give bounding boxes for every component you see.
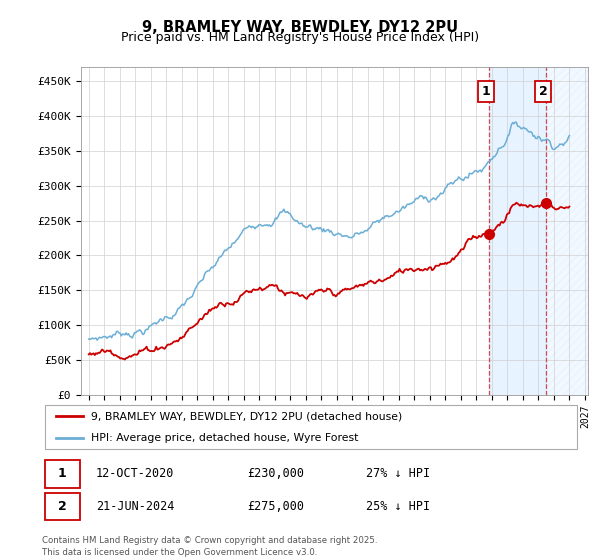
- Text: Contains HM Land Registry data © Crown copyright and database right 2025.
This d: Contains HM Land Registry data © Crown c…: [42, 536, 377, 557]
- Text: 1: 1: [482, 85, 491, 98]
- Text: £275,000: £275,000: [247, 500, 304, 513]
- Bar: [45, 493, 80, 520]
- Text: Price paid vs. HM Land Registry's House Price Index (HPI): Price paid vs. HM Land Registry's House …: [121, 31, 479, 44]
- Text: 9, BRAMLEY WAY, BEWDLEY, DY12 2PU (detached house): 9, BRAMLEY WAY, BEWDLEY, DY12 2PU (detac…: [91, 411, 402, 421]
- Text: 12-OCT-2020: 12-OCT-2020: [96, 468, 175, 480]
- Bar: [488, 67, 545, 395]
- Text: 25% ↓ HPI: 25% ↓ HPI: [366, 500, 430, 513]
- Text: 9, BRAMLEY WAY, BEWDLEY, DY12 2PU: 9, BRAMLEY WAY, BEWDLEY, DY12 2PU: [142, 20, 458, 35]
- Text: 2: 2: [58, 500, 67, 513]
- Text: HPI: Average price, detached house, Wyre Forest: HPI: Average price, detached house, Wyre…: [91, 433, 358, 443]
- Text: 21-JUN-2024: 21-JUN-2024: [96, 500, 175, 513]
- Text: £230,000: £230,000: [247, 468, 304, 480]
- Text: 2: 2: [539, 85, 548, 98]
- Bar: [45, 460, 80, 488]
- Bar: [545, 67, 588, 395]
- Text: 1: 1: [58, 468, 67, 480]
- Text: 27% ↓ HPI: 27% ↓ HPI: [366, 468, 430, 480]
